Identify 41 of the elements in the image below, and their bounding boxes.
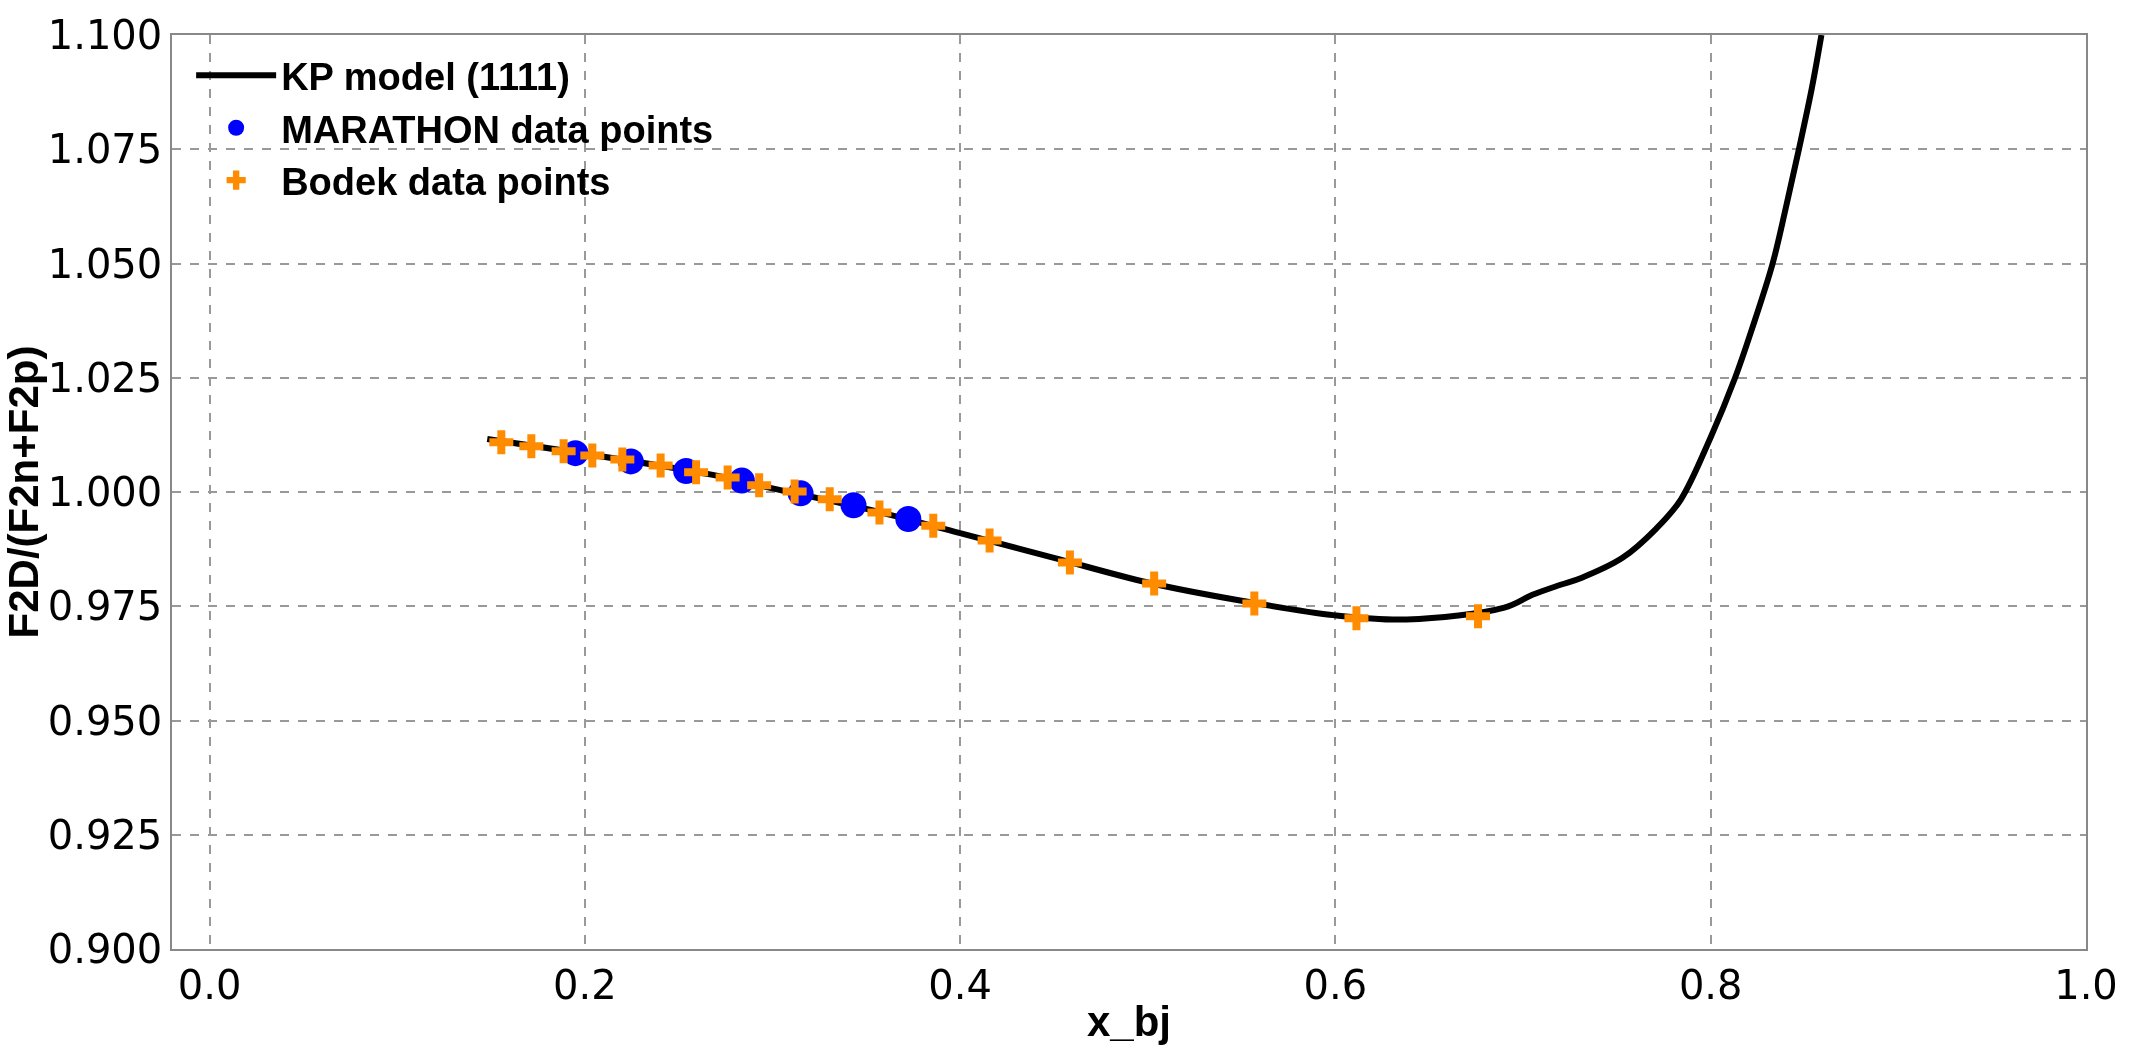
point: [1242, 591, 1267, 616]
point: [489, 430, 514, 455]
x-tick-label: 0.2: [553, 961, 617, 1008]
y-tick-label: 1.100: [47, 12, 163, 58]
point: [921, 513, 946, 538]
y-tick-label: 1.075: [47, 126, 163, 173]
y-tick-label: 1.025: [47, 354, 163, 401]
point: [715, 465, 740, 490]
y-tick-label: 1.050: [47, 240, 163, 287]
x-tick-label: 0.6: [1303, 961, 1368, 1008]
y-tick-label: 1.000: [47, 469, 163, 515]
legend-label: Bodek data points: [281, 160, 611, 203]
legend-label: KP model (1111): [281, 56, 570, 99]
point: [648, 453, 673, 478]
point: [519, 434, 544, 459]
y-tick-label: 0.925: [47, 811, 163, 858]
x-tick-label: 0.0: [177, 961, 242, 1008]
point: [977, 528, 1002, 553]
point: [747, 473, 772, 498]
point: [867, 500, 892, 525]
point: [1057, 550, 1082, 575]
point: [551, 439, 576, 464]
x-tick-label: 1.0: [2054, 961, 2118, 1008]
y-tick-label: 0.900: [47, 926, 163, 972]
x-tick-label: 0.8: [1678, 961, 1743, 1008]
y-axis-title: F2D/(F2n+F2p): [0, 345, 47, 639]
point: [580, 443, 605, 468]
point: [684, 460, 709, 485]
x-axis-title: x_bj: [1086, 998, 1172, 1045]
legend-label: MARATHON data points: [281, 108, 714, 151]
point: [1344, 606, 1369, 631]
y-tick-label: 0.950: [47, 697, 163, 744]
point: [610, 447, 635, 472]
x-tick-label: 0.4: [928, 961, 992, 1008]
point: [782, 479, 807, 504]
point: [1466, 604, 1491, 629]
point: [1142, 571, 1167, 596]
y-tick-label: 0.975: [47, 583, 163, 630]
point: [817, 487, 842, 512]
point: [895, 505, 922, 532]
point: [840, 492, 867, 519]
